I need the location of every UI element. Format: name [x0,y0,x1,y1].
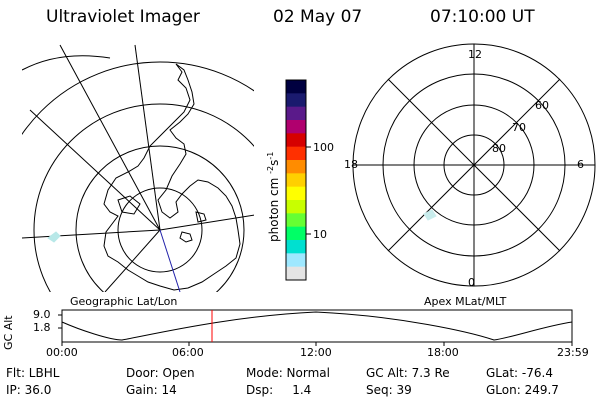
xtick-1200: 12:00 [300,346,332,359]
altitude-ytick-1.8: 1.8 [33,321,51,334]
geo-lat-circle [33,103,254,292]
mlt-label-6: 6 [577,158,584,171]
xtick-0000: 00:00 [46,346,78,359]
geo-meridian [104,229,161,292]
instrument-title: Ultraviolet Imager [46,7,200,27]
info-ip: IP: 36.0 [6,383,52,397]
colorbar-segment [286,160,306,174]
colorbar-segment [286,226,306,241]
mlat-label-80: 80 [492,142,506,155]
colorbar-segment [286,186,306,201]
info-mode: Mode: Normal [246,366,330,380]
colorbar-segment [286,120,306,134]
mlat-label-60: 60 [535,99,549,112]
apex-map-caption: Apex MLat/MLT [424,295,507,308]
colorbar-segment [286,200,306,214]
geo-meridian [22,229,161,239]
mlat-label-70: 70 [512,121,526,134]
emission-patch [47,231,61,243]
xtick-2359: 23:59 [557,346,589,359]
colorbar-segment [286,253,306,268]
geo-lat-circle [75,145,245,292]
info-gcalt: GC Alt: 7.3 Re [366,366,450,380]
colorbar [286,80,306,281]
apex-map [352,43,596,287]
info-glat: GLat: -76.4 [486,366,553,380]
colorbar-segment [286,93,306,108]
mlt-label-18: 18 [344,158,358,171]
geo-meridian [134,44,161,231]
date-label: 02 May 07 [273,7,363,27]
mlt-label-0: 0 [468,276,475,289]
geo-lat-circle [117,187,203,273]
colorbar-segment [286,133,306,148]
geo-meridian [59,44,161,231]
colorbar-segment [286,213,306,228]
colorbar-unit-label: photon cm -2s-1 [266,151,281,242]
antarctica-coastline [103,63,241,291]
xtick-1800: 18:00 [427,346,459,359]
colorbar-tick-100: 100 [313,141,334,154]
altitude-plot-frame [61,309,573,343]
info-filter: Flt: LBHL [6,366,60,380]
altitude-curve [61,311,573,341]
time-label: 07:10:00 UT [430,7,535,27]
colorbar-segment [286,106,306,121]
colorbar-segment [286,146,306,161]
info-door: Door: Open [126,366,195,380]
colorbar-frame [285,79,307,281]
info-seq: Seq: 39 [366,383,412,397]
ice-shelf-outline [117,195,141,215]
geographic-map [22,44,254,292]
colorbar-tick-10: 10 [313,228,327,241]
altitude-ytick-9: 9.0 [33,308,51,321]
emission-patch [423,209,437,221]
colorbar-segment [286,266,306,281]
xtick-0600: 06:00 [172,346,204,359]
island-outline [179,231,193,243]
altitude-plot [58,309,573,346]
info-gain: Gain: 14 [126,383,177,397]
island-outline [195,211,207,223]
apex-mlt-line [387,78,561,252]
colorbar-segment [286,80,306,94]
mlt-label-12: 12 [468,48,482,61]
info-dsp: Dsp: 1.4 [246,383,312,397]
geo-meridian [29,109,161,231]
geo-map-caption: Geographic Lat/Lon [70,295,178,308]
colorbar-segment [286,240,306,254]
orbit-track [159,229,181,292]
info-glon: GLon: 249.7 [486,383,559,397]
geo-lat-circle [22,61,254,136]
altitude-ylabel: GC Alt [2,315,15,350]
colorbar-segment [286,173,306,188]
geo-meridian [159,214,254,231]
geo-partial-circle [22,55,111,71]
